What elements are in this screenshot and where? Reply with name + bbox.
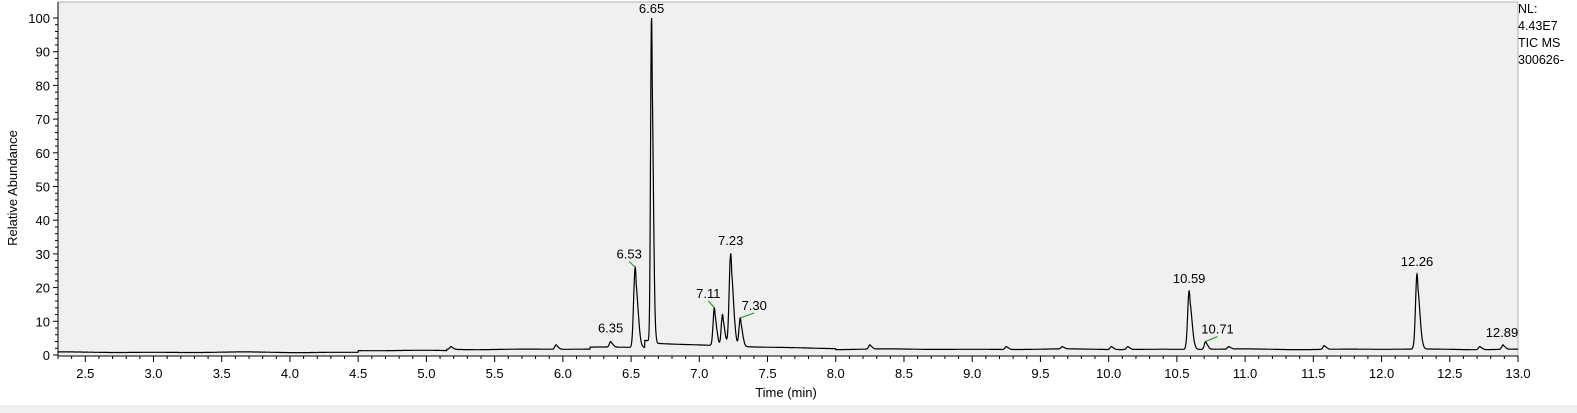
- tic-trace: [58, 17, 1518, 354]
- peak-label: 6.35: [598, 321, 623, 336]
- plot-area: [57, 1, 1519, 357]
- x-tick-label: 5.5: [486, 366, 504, 381]
- peak-label-leader: [628, 260, 636, 268]
- peak-label: 10.59: [1173, 271, 1206, 286]
- y-tick-label: 50: [36, 180, 50, 195]
- x-tick-label: 8.5: [895, 366, 913, 381]
- peak-label-leader: [707, 300, 715, 309]
- y-tick-label: 0: [43, 348, 50, 363]
- peak-label: 6.65: [639, 1, 664, 16]
- window-bottom-strip: [0, 405, 1577, 413]
- y-tick-label: 80: [36, 78, 50, 93]
- x-tick-label: 11.0: [1233, 366, 1257, 381]
- nl-label: NL:: [1518, 2, 1538, 16]
- x-tick-label: 6.0: [554, 366, 572, 381]
- y-tick-label: 20: [36, 281, 50, 296]
- x-tick-label: 12.5: [1437, 366, 1462, 381]
- peak-label-leader: [1205, 335, 1218, 343]
- y-tick-label: 40: [36, 213, 50, 228]
- x-tick-label: 11.5: [1301, 366, 1325, 381]
- x-tick-label: 9.5: [1031, 366, 1049, 381]
- peak-label: 7.11: [696, 286, 720, 301]
- x-tick-label: 7.0: [690, 366, 708, 381]
- y-tick-label: 90: [36, 45, 50, 60]
- y-axis-title: Relative Abundance: [5, 130, 20, 246]
- peak-label: 12.26: [1401, 254, 1434, 269]
- x-tick-label: 4.5: [349, 366, 367, 381]
- x-tick-label: 4.0: [281, 366, 299, 381]
- peak-label: 10.71: [1201, 322, 1234, 337]
- x-tick-label: 2.5: [76, 366, 94, 381]
- x-tick-label: 9.0: [963, 366, 981, 381]
- y-tick-label: 100: [28, 11, 50, 26]
- peak-label: 7.23: [718, 233, 743, 248]
- peak-leader-layer: [628, 260, 1218, 343]
- peak-label: 12.89: [1486, 325, 1519, 340]
- x-axis: 2.5 3.0 3.5 4.0 4.5 5.0 5.5 6.0 6.5 7.0 7.5 8.0 8.5 9…: [57, 355, 1531, 381]
- x-tick-label: 10.5: [1164, 366, 1189, 381]
- y-tick-label: 10: [36, 314, 50, 329]
- scan-filter: TIC MS: [1518, 36, 1561, 50]
- x-tick-label: 10.0: [1096, 366, 1121, 381]
- trace-layer: [58, 17, 1518, 354]
- y-axis: 0 10 20 30 40 50 60 70 80 90 100: [28, 2, 59, 363]
- x-tick-label: 12.0: [1369, 366, 1394, 381]
- peak-label: 7.30: [742, 298, 767, 313]
- x-tick-label: 3.5: [213, 366, 231, 381]
- x-tick-label: 13.0: [1505, 366, 1530, 381]
- file-name: 300626-: [1518, 53, 1564, 67]
- x-tick-label: 5.0: [417, 366, 435, 381]
- peak-label-layer: 6.35 6.53 6.65 7.11 7.23 7.30 10.59 10.71 12.26 1…: [598, 1, 1518, 340]
- x-tick-label: 3.0: [144, 366, 162, 381]
- peak-label: 6.53: [617, 246, 642, 261]
- x-axis-title: Time (min): [755, 385, 817, 400]
- x-tick-label: 8.0: [827, 366, 845, 381]
- peak-label-leader: [740, 312, 755, 319]
- y-tick-label: 60: [36, 146, 50, 161]
- y-tick-label: 70: [36, 112, 50, 127]
- x-tick-label: 7.5: [758, 366, 776, 381]
- y-tick-label: 30: [36, 247, 50, 262]
- x-tick-label: 6.5: [622, 366, 640, 381]
- nl-value: 4.43E7: [1518, 19, 1558, 33]
